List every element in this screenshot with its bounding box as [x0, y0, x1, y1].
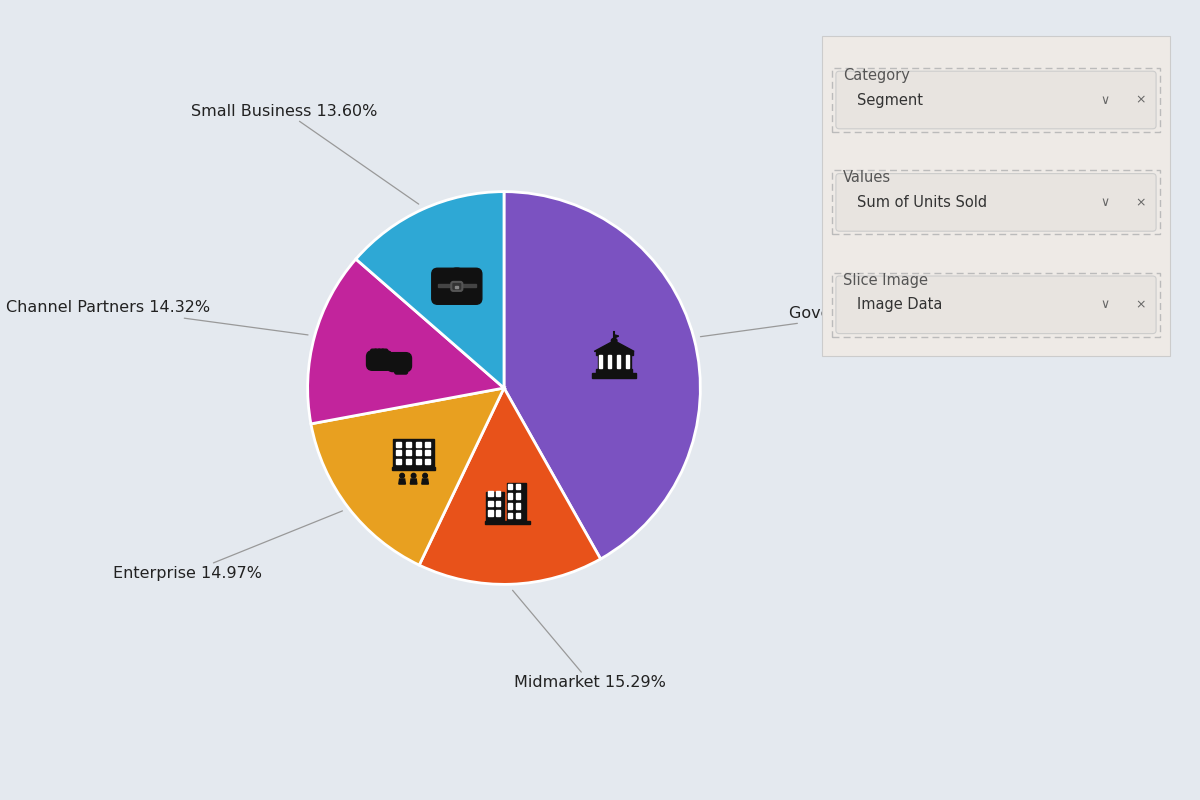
Polygon shape: [398, 479, 406, 484]
FancyBboxPatch shape: [386, 353, 412, 371]
FancyBboxPatch shape: [836, 276, 1156, 334]
Bar: [508, 484, 512, 490]
Wedge shape: [307, 259, 504, 424]
Bar: [593, 373, 636, 378]
Text: Sum of Units Sold: Sum of Units Sold: [857, 195, 986, 210]
Circle shape: [412, 474, 416, 478]
FancyBboxPatch shape: [371, 349, 377, 358]
Bar: [508, 513, 512, 518]
Bar: [506, 482, 526, 522]
Bar: [415, 458, 421, 464]
Text: Values: Values: [842, 170, 892, 186]
Text: Segment: Segment: [857, 93, 923, 107]
FancyBboxPatch shape: [451, 282, 462, 291]
Text: Slice Image: Slice Image: [842, 273, 928, 288]
Polygon shape: [594, 341, 634, 351]
Bar: [406, 458, 412, 464]
Bar: [598, 354, 631, 369]
Text: Category: Category: [842, 68, 910, 83]
FancyBboxPatch shape: [836, 174, 1156, 231]
Text: Government 41.81%: Government 41.81%: [701, 306, 955, 337]
Bar: [596, 369, 632, 373]
Bar: [626, 355, 629, 368]
Bar: [394, 439, 434, 467]
Bar: [516, 513, 520, 518]
Bar: [488, 501, 492, 506]
Bar: [485, 521, 529, 523]
Text: Midmarket 15.29%: Midmarket 15.29%: [512, 590, 666, 690]
Bar: [516, 484, 520, 490]
Bar: [438, 284, 476, 287]
FancyBboxPatch shape: [374, 349, 380, 358]
Bar: [508, 494, 512, 499]
FancyBboxPatch shape: [378, 349, 384, 358]
FancyBboxPatch shape: [395, 356, 408, 374]
Text: ∨: ∨: [1100, 94, 1110, 106]
Bar: [488, 491, 492, 497]
Circle shape: [400, 474, 404, 478]
Bar: [425, 442, 431, 447]
Text: ×: ×: [1135, 196, 1146, 209]
Bar: [406, 442, 412, 447]
Text: ∨: ∨: [1100, 298, 1110, 311]
Bar: [486, 492, 504, 522]
Bar: [496, 501, 500, 506]
Bar: [516, 503, 520, 509]
Circle shape: [422, 474, 427, 478]
Text: Channel Partners 14.32%: Channel Partners 14.32%: [6, 301, 308, 335]
Text: Image Data: Image Data: [857, 298, 942, 312]
Bar: [396, 442, 401, 447]
Bar: [425, 458, 431, 464]
FancyBboxPatch shape: [822, 36, 1170, 356]
Bar: [496, 491, 500, 497]
Bar: [392, 467, 436, 470]
Ellipse shape: [611, 338, 617, 343]
FancyBboxPatch shape: [366, 351, 392, 370]
FancyBboxPatch shape: [382, 349, 388, 358]
Wedge shape: [311, 388, 504, 565]
Bar: [599, 355, 602, 368]
FancyBboxPatch shape: [836, 71, 1156, 129]
Bar: [396, 458, 401, 464]
Bar: [508, 503, 512, 509]
Bar: [415, 442, 421, 447]
Wedge shape: [504, 192, 701, 559]
Wedge shape: [356, 192, 504, 388]
Bar: [415, 450, 421, 455]
Bar: [406, 450, 412, 455]
FancyBboxPatch shape: [432, 268, 482, 304]
Bar: [488, 510, 492, 516]
Text: Enterprise 14.97%: Enterprise 14.97%: [114, 511, 342, 581]
Bar: [516, 494, 520, 499]
Bar: [425, 450, 431, 455]
Bar: [396, 450, 401, 455]
Bar: [617, 355, 620, 368]
Text: ×: ×: [1135, 94, 1146, 106]
Text: ∨: ∨: [1100, 196, 1110, 209]
Bar: [608, 355, 611, 368]
Polygon shape: [410, 479, 416, 484]
Bar: [595, 351, 632, 354]
Wedge shape: [419, 388, 601, 584]
Text: Small Business 13.60%: Small Business 13.60%: [192, 103, 419, 204]
Text: ×: ×: [1135, 298, 1146, 311]
Bar: [455, 286, 458, 288]
Ellipse shape: [386, 357, 397, 365]
Polygon shape: [614, 334, 619, 338]
Bar: [496, 510, 500, 516]
Polygon shape: [421, 479, 428, 484]
